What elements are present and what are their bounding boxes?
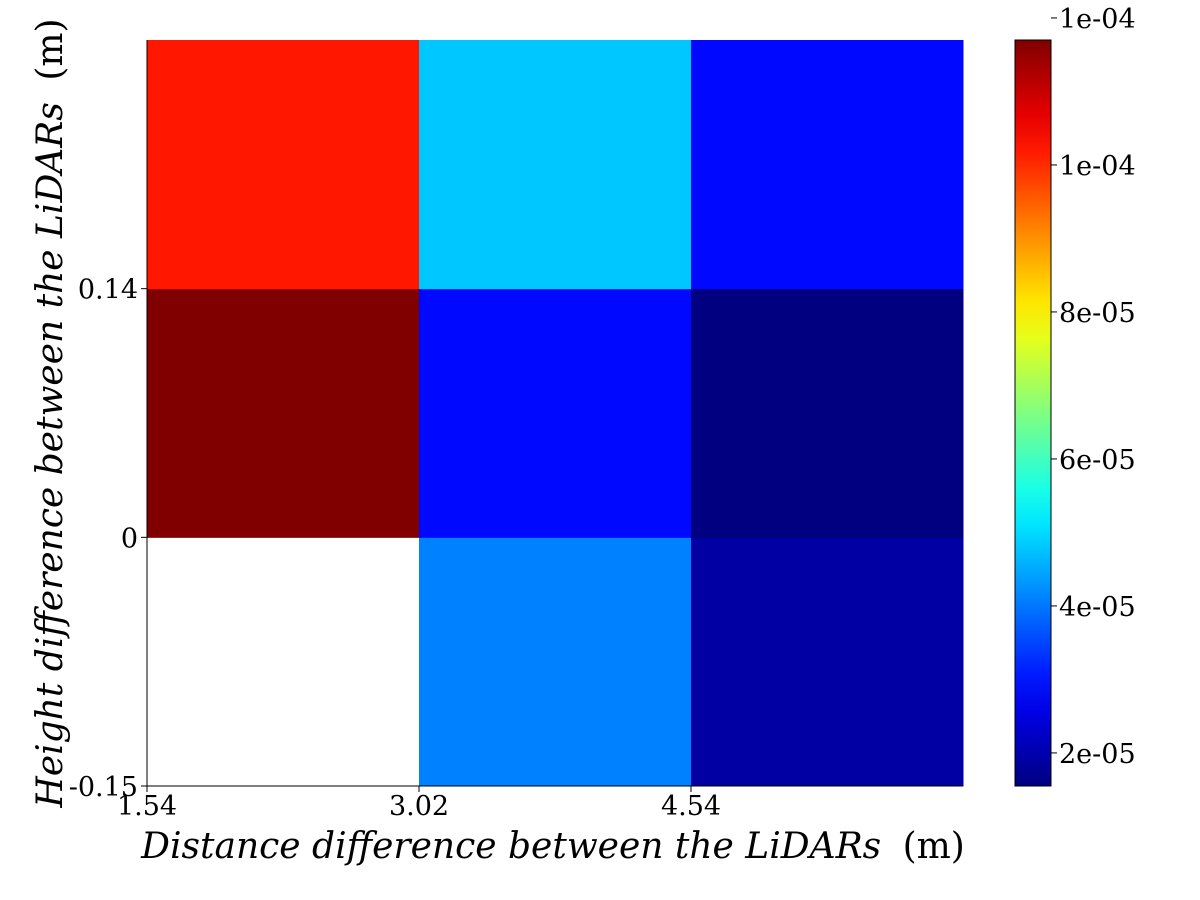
colorbar-tick-label: 2e-05 (1059, 739, 1136, 770)
colorbar-tick-label: 6e-05 (1059, 445, 1136, 476)
heatmap-cell-r1-c0 (147, 288, 420, 538)
heatmap-cell-r0-c1 (419, 537, 692, 787)
colorbar-gradient (1014, 39, 1052, 787)
heatmap-cell-r2-c0 (147, 40, 420, 290)
x-axis-label: Distance difference between the LiDARs (… (140, 826, 965, 867)
colorbar-tick-label: 4e-05 (1059, 592, 1136, 623)
x-axis-label-text: Distance difference between the LiDARs (140, 826, 881, 867)
colorbar: 2e-05 4e-05 6e-05 8e-05 1e-04 1e-04 (1014, 4, 1136, 787)
x-tick-label: 3.02 (389, 791, 449, 822)
heatmap-cell-r1-c2 (691, 288, 964, 538)
y-tick-label: 0 (121, 523, 138, 554)
y-axis-label: Height difference between the LiDARs (m) (30, 18, 71, 808)
colorbar-tick-label: 1e-04 (1059, 151, 1136, 182)
colorbar-tick-label: 8e-05 (1059, 298, 1136, 329)
x-axis: 1.54 3.02 4.54 (117, 785, 963, 822)
y-axis-label-unit: (m) (30, 18, 71, 80)
x-axis-label-unit: (m) (903, 826, 965, 867)
y-axis: -0.15 0 0.14 (69, 40, 148, 803)
heatmap-cells (147, 40, 964, 787)
y-tick-label: -0.15 (69, 772, 138, 803)
x-tick-label: 4.54 (661, 791, 721, 822)
x-tick-label: 1.54 (117, 791, 177, 822)
colorbar-tick-label: 1e-04 (1059, 4, 1136, 35)
heatmap-cell-r1-c1 (419, 288, 692, 538)
y-tick-label: 0.14 (78, 275, 138, 306)
heatmap-cell-r0-c2 (691, 537, 964, 787)
y-axis-label-text: Height difference between the LiDARs (30, 102, 71, 808)
heatmap-cell-r2-c2 (691, 40, 964, 290)
heatmap-cell-r2-c1 (419, 40, 692, 290)
